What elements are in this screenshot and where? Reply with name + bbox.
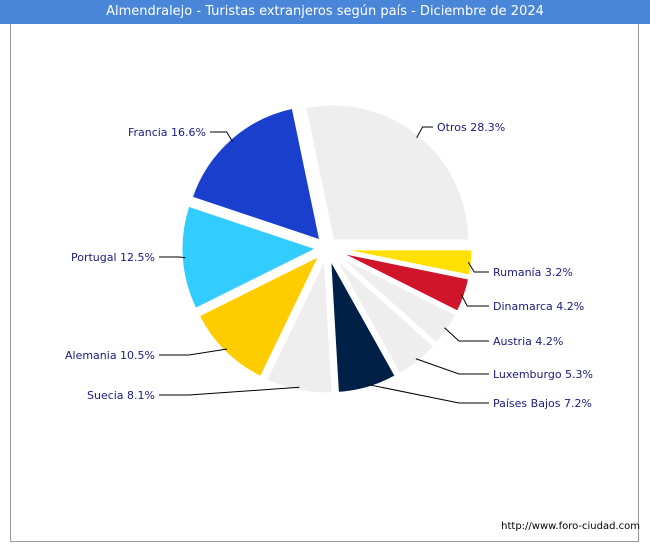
slice-portugal: [179, 203, 322, 312]
slice-francia: [189, 105, 324, 244]
label-alemania: Alemania 10.5%: [65, 349, 155, 362]
leader-line-luxemburgo: [415, 358, 489, 375]
label-francia: Francia 16.6%: [128, 126, 206, 139]
label-países-bajos: Países Bajos 7.2%: [493, 397, 592, 410]
leader-line-dinamarca: [460, 294, 489, 307]
label-luxemburgo: Luxemburgo 5.3%: [493, 368, 593, 381]
leader-line-alemania: [159, 348, 228, 356]
leader-line-suecia: [159, 386, 300, 396]
label-suecia: Suecia 8.1%: [87, 389, 155, 402]
label-otros: Otros 28.3%: [437, 121, 505, 134]
slice-dinamarca: [334, 249, 472, 315]
label-austria: Austria 4.2%: [493, 335, 563, 348]
pie-labels: Otros 28.3% Rumanía 3.2% Dinamarca 4.2% Aus…: [65, 121, 593, 410]
slice-austria: [333, 251, 459, 347]
leader-line-otros: [416, 126, 433, 139]
slice-países-bajos: [328, 255, 399, 395]
leader-line-países-bajos: [366, 383, 489, 404]
slice-rumanía: [335, 247, 475, 279]
source-url[interactable]: http://www.foro-ciudad.com: [501, 521, 640, 532]
leader-line-francia: [210, 131, 234, 143]
pie-slices: [179, 102, 475, 396]
chart-title: Almendralejo - Turistas extranjeros segú…: [0, 0, 650, 24]
leader-line-portugal: [159, 256, 186, 259]
slice-suecia: [263, 250, 335, 396]
slice-luxemburgo: [331, 253, 438, 377]
leader-line-austria: [444, 327, 489, 342]
leader-line-rumanía: [467, 261, 489, 273]
pie-leader-lines: [159, 126, 489, 404]
chart-frame: [10, 24, 639, 542]
label-rumanía: Rumanía 3.2%: [493, 266, 573, 279]
slice-alemania: [195, 251, 324, 380]
slice-otros: [302, 102, 472, 243]
label-portugal: Portugal 12.5%: [71, 251, 155, 264]
label-dinamarca: Dinamarca 4.2%: [493, 300, 584, 313]
